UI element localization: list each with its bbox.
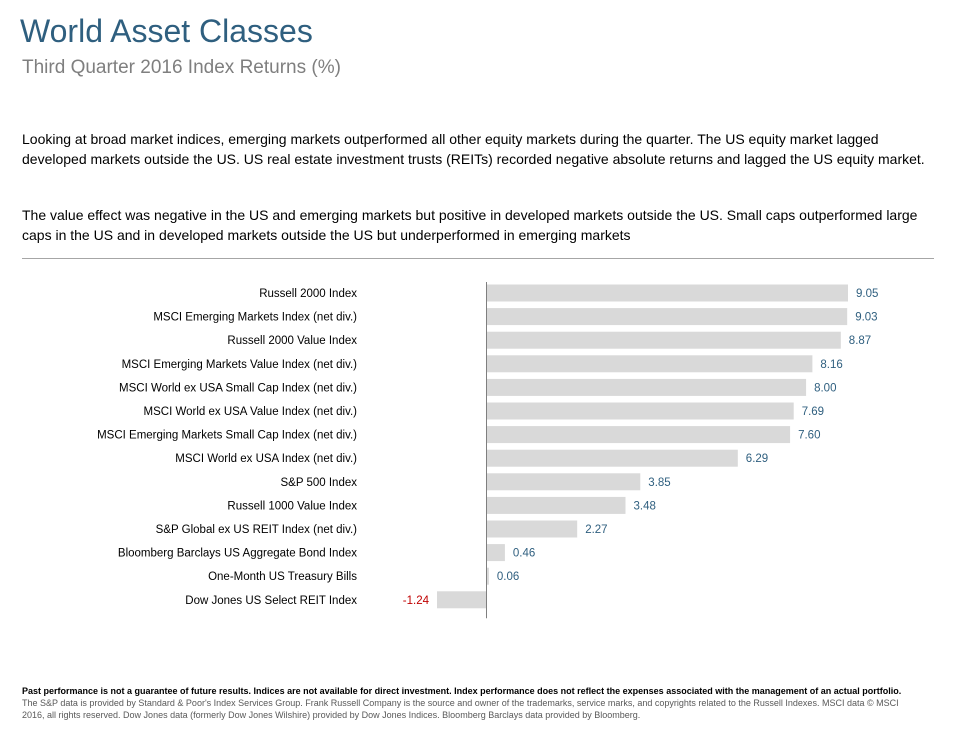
category-label-2: Russell 2000 Value Index — [227, 335, 357, 347]
bar-3 — [486, 355, 813, 373]
bar-0 — [486, 284, 848, 302]
value-label-12: 0.06 — [497, 571, 519, 583]
category-label-3: MSCI Emerging Markets Value Index (net d… — [122, 359, 358, 371]
disclaimer-bold: Past performance is not a guarantee of f… — [22, 686, 902, 696]
value-label-0: 9.05 — [856, 288, 878, 300]
chart-value-labels: 9.05 9.03 8.87 8.16 8.00 7.69 7.60 6.29 3.85 3.48… — [403, 288, 879, 607]
chart-bars — [437, 284, 848, 609]
category-label-0: Russell 2000 Index — [259, 288, 357, 300]
category-label-9: Russell 1000 Value Index — [227, 500, 357, 512]
category-label-5: MSCI World ex USA Value Index (net div.) — [144, 406, 358, 418]
bar-9 — [486, 496, 626, 514]
page-title: World Asset Classes — [20, 13, 313, 49]
bar-11 — [486, 544, 505, 562]
value-label-6: 7.60 — [798, 430, 820, 442]
category-label-11: Bloomberg Barclays US Aggregate Bond Ind… — [118, 548, 357, 560]
value-label-2: 8.87 — [849, 335, 871, 347]
value-label-11: 0.46 — [513, 548, 535, 560]
value-label-1: 9.03 — [855, 312, 877, 324]
value-label-3: 8.16 — [820, 359, 842, 371]
category-label-6: MSCI Emerging Markets Small Cap Index (n… — [97, 430, 357, 442]
category-label-12: One-Month US Treasury Bills — [208, 571, 357, 583]
bar-7 — [486, 449, 738, 467]
commentary-paragraph-1: Looking at broad market indices, emergin… — [22, 131, 925, 167]
bar-1 — [486, 308, 848, 326]
bar-8 — [486, 473, 641, 491]
bar-10 — [486, 520, 578, 538]
bar-2 — [486, 331, 841, 349]
bar-12 — [486, 567, 489, 585]
category-label-13: Dow Jones US Select REIT Index — [185, 595, 357, 607]
category-label-4: MSCI World ex USA Small Cap Index (net d… — [119, 382, 357, 394]
value-label-13: -1.24 — [403, 595, 430, 607]
bar-6 — [486, 426, 791, 444]
disclaimer-text: The S&P data is provided by Standard & P… — [22, 698, 899, 720]
category-label-8: S&P 500 Index — [280, 477, 357, 489]
section-divider — [22, 258, 934, 259]
category-label-10: S&P Global ex US REIT Index (net div.) — [156, 524, 358, 536]
value-label-7: 6.29 — [746, 453, 768, 465]
footer-disclaimer: Past performance is not a guarantee of f… — [22, 685, 912, 721]
value-label-8: 3.85 — [648, 477, 670, 489]
value-label-5: 7.69 — [802, 406, 824, 418]
bar-4 — [486, 378, 807, 396]
commentary-paragraph-2: The value effect was negative in the US … — [22, 207, 918, 243]
value-label-9: 3.48 — [634, 500, 656, 512]
value-label-4: 8.00 — [814, 382, 836, 394]
value-label-10: 2.27 — [585, 524, 607, 536]
page-subtitle: Third Quarter 2016 Index Returns (%) — [22, 57, 341, 78]
bar-13 — [437, 591, 487, 609]
chart-category-labels: Russell 2000 Index MSCI Emerging Markets … — [97, 288, 357, 607]
index-returns-bar-chart: Russell 2000 Index MSCI Emerging Markets … — [97, 282, 879, 619]
bar-5 — [486, 402, 794, 420]
category-label-1: MSCI Emerging Markets Index (net div.) — [153, 312, 357, 324]
category-label-7: MSCI World ex USA Index (net div.) — [175, 453, 357, 465]
